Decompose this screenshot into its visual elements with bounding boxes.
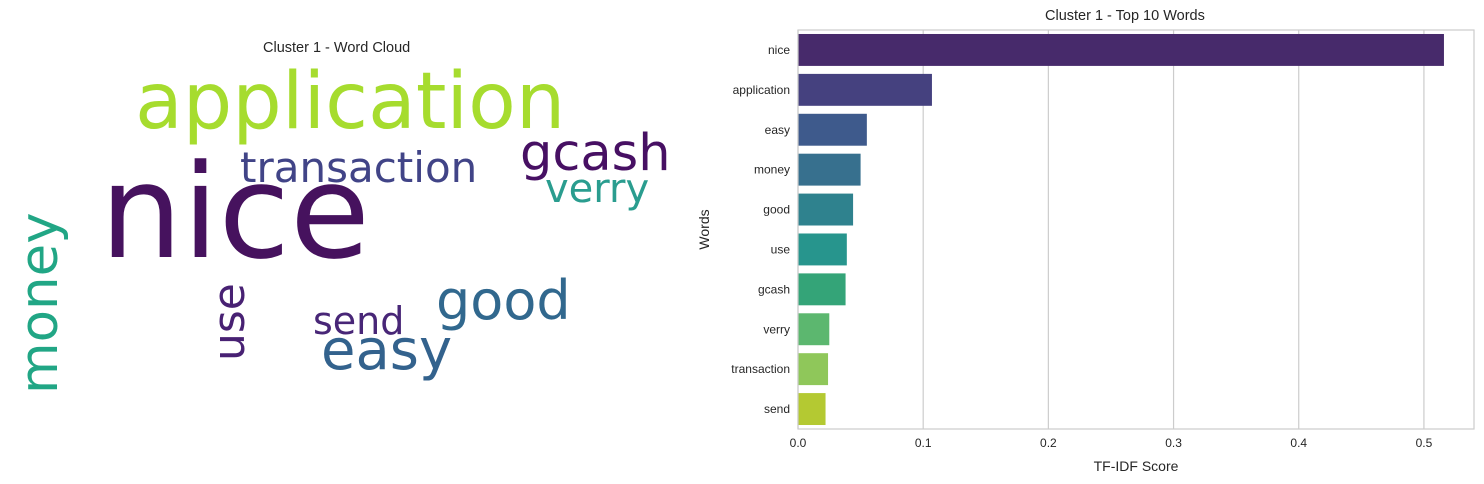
x-tick-label: 0.2 [1040,436,1057,450]
word-nice: nice [100,136,370,288]
word-money: money [9,212,70,394]
word-good: good [436,269,571,332]
bar-use [798,233,847,266]
y-tick-label: verry [763,322,790,336]
word-verry: verry [545,166,649,212]
bar-transaction [798,353,829,386]
x-tick-label: 0.1 [915,436,932,450]
y-tick-label: gcash [758,282,790,296]
word-gcash: gcash [520,124,671,183]
y-tick-label: good [763,203,790,217]
y-tick-label: nice [768,43,790,57]
y-tick-label: easy [765,123,790,137]
bar-application [798,73,932,106]
bar-chart: 0.0 0.1 0.2 0.3 0.4 0.5 nice application easy mon… [696,29,1475,474]
bar-easy [798,113,867,146]
y-axis-label: Words [696,209,712,249]
bar-nice [798,33,1444,66]
x-tick-label: 0.3 [1165,436,1182,450]
x-axis-label: TF-IDF Score [1094,458,1179,474]
bar-verry [798,313,830,346]
bar-money [798,153,861,186]
x-tick-label: 0.0 [790,436,807,450]
y-tick-label: send [764,402,790,416]
y-tick-label: use [771,242,791,256]
x-tick-label: 0.4 [1290,436,1307,450]
y-tick-label: application [733,83,790,97]
plot-frame [797,29,1475,430]
y-tick-label: money [754,163,790,177]
word-easy: easy [321,318,452,383]
wordcloud-title: Cluster 1 - Word Cloud [263,40,411,56]
word-transaction: transaction [240,143,477,192]
word-use: use [204,283,255,361]
bar-chart-title: Cluster 1 - Top 10 Words [1045,8,1205,24]
bar-good [798,193,854,226]
bar-gcash [798,273,846,306]
word-send: send [313,299,404,343]
y-tick-label: transaction [731,362,790,376]
x-tick-label: 0.5 [1416,436,1433,450]
word-application: application [135,60,565,147]
bar-send [798,393,826,426]
